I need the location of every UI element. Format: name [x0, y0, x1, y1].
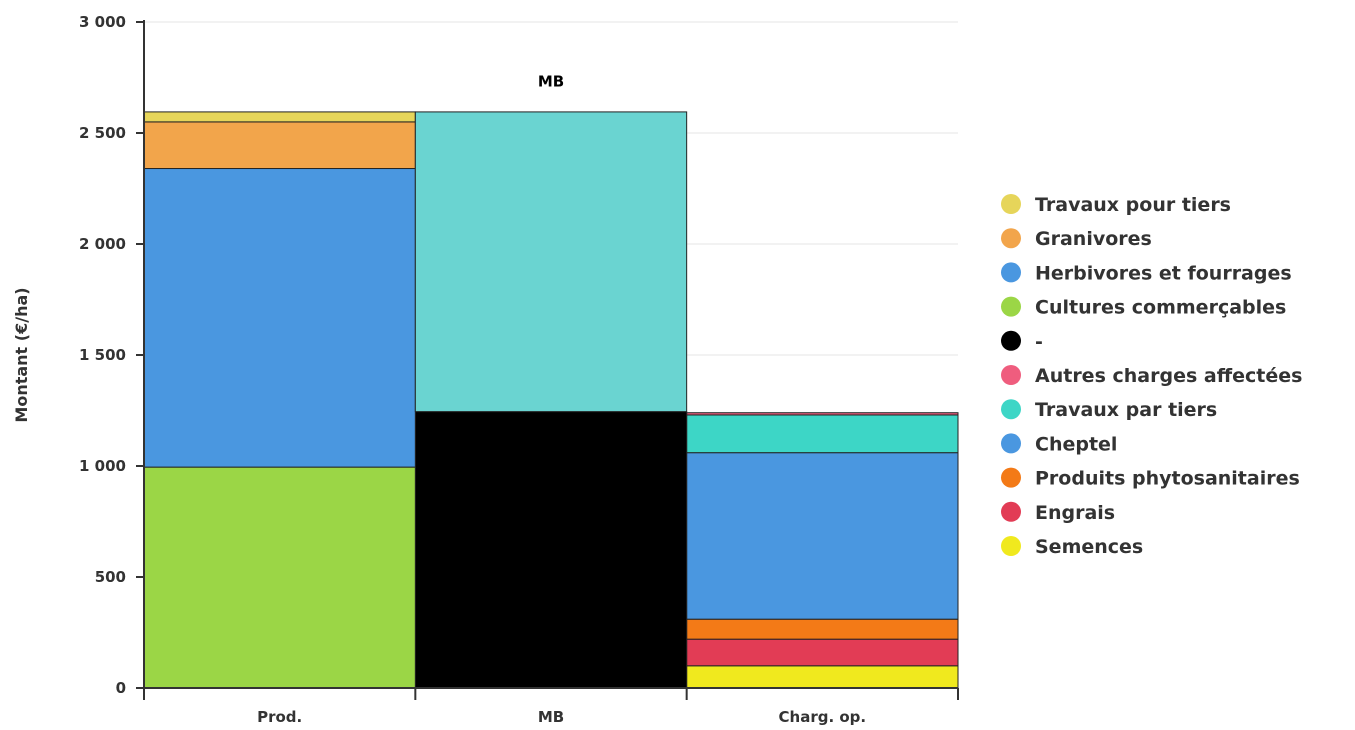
legend-label-cheptel: Cheptel — [1035, 433, 1117, 455]
bar-segment-charg-op-produits-phytosanitaires — [686, 618, 959, 640]
legend-swatch-herbivores-et-fourrages — [1001, 262, 1021, 283]
legend-label-cultures-commercables: Cultures commerçables — [1035, 297, 1286, 319]
legend-label-granivores: Granivores — [1035, 228, 1152, 250]
legend-label-semences: Semences — [1035, 536, 1143, 558]
legend-item-travaux-par-tiers[interactable]: Travaux par tiers — [1001, 399, 1217, 421]
legend-swatch-cheptel — [1001, 433, 1021, 454]
bar-segment-prod-granivores — [143, 121, 416, 170]
legend-label-travaux-par-tiers: Travaux par tiers — [1035, 399, 1217, 421]
y-tick-label-6: 3 000 — [79, 13, 126, 31]
bar-segment-prod-travaux-pour-tiers — [143, 111, 416, 123]
legend-item-engrais[interactable]: Engrais — [1001, 501, 1115, 524]
x-tick-label-prod: Prod. — [257, 708, 302, 726]
legend-label-herbivores-et-fourrages: Herbivores et fourrages — [1035, 262, 1292, 284]
legend-swatch-engrais — [1001, 501, 1021, 522]
legend-item-cultures-commercables[interactable]: Cultures commerçables — [1001, 296, 1286, 319]
axes — [136, 20, 959, 700]
legend-swatch-produits-phytosanitaires — [1001, 467, 1021, 488]
legend-swatch-granivores — [1001, 228, 1021, 249]
y-axis-title: Montant (€/ha) — [12, 287, 31, 422]
legend-item-dash[interactable]: - — [1001, 330, 1043, 353]
bars — [143, 111, 959, 689]
y-tick-label-4: 2 000 — [79, 235, 126, 253]
bar-segment-charg-op-engrais — [686, 638, 959, 667]
legend-label-autres-charges-affectees: Autres charges affectées — [1035, 365, 1302, 387]
bar-segment-mb-mb — [414, 111, 688, 413]
legend-item-cheptel[interactable]: Cheptel — [1001, 433, 1117, 455]
segment-label-mb: MB — [538, 72, 564, 90]
x-tick-labels: Prod. MB Charg. op. — [257, 708, 866, 726]
legend-label-engrais: Engrais — [1035, 502, 1115, 524]
legend-swatch-travaux-pour-tiers — [1001, 194, 1021, 214]
bar-segment-charg-op-semences — [686, 665, 959, 689]
legend-item-produits-phytosanitaires[interactable]: Produits phytosanitaires — [1001, 467, 1300, 490]
legend-swatch-travaux-par-tiers — [1001, 399, 1021, 420]
x-tick-label-charg-op: Charg. op. — [779, 708, 867, 726]
legend-swatch-dash — [1001, 330, 1021, 351]
legend-swatch-cultures-commercables — [1001, 296, 1021, 317]
x-tick-label-mb: MB — [538, 708, 564, 726]
bar-segment-prod-herbivores-et-fourrages — [143, 168, 416, 468]
y-tick-label-2: 1 000 — [79, 457, 126, 475]
legend-label-produits-phytosanitaires: Produits phytosanitaires — [1035, 468, 1300, 490]
bar-segment-mb-dash — [414, 411, 688, 689]
segment-labels: MB — [536, 71, 565, 92]
y-tick-labels: 0 500 1 000 1 500 2 000 2 500 3 000 — [79, 13, 126, 697]
bar-segment-charg-op-cheptel — [686, 452, 959, 620]
y-tick-label-1: 500 — [95, 568, 126, 586]
legend: Travaux pour tiers Granivores Herbivores e… — [1001, 194, 1302, 558]
legend-swatch-autres-charges-affectees — [1001, 365, 1021, 385]
y-tick-label-3: 1 500 — [79, 346, 126, 364]
legend-swatch-semences — [1001, 536, 1021, 556]
legend-label-travaux-pour-tiers: Travaux pour tiers — [1035, 194, 1231, 216]
legend-item-herbivores-et-fourrages[interactable]: Herbivores et fourrages — [1001, 262, 1292, 284]
legend-item-granivores[interactable]: Granivores — [1001, 228, 1152, 250]
bar-segment-prod-cultures-commercables — [143, 466, 416, 689]
y-tick-label-5: 2 500 — [79, 124, 126, 142]
legend-label-dash: - — [1035, 331, 1043, 353]
legend-item-travaux-pour-tiers[interactable]: Travaux pour tiers — [1001, 194, 1231, 216]
y-tick-label-0: 0 — [116, 679, 126, 697]
bar-segment-charg-op-travaux-par-tiers — [686, 414, 959, 454]
bar-segment-charg-op-autres-charges-affectees — [686, 412, 959, 416]
legend-item-autres-charges-affectees[interactable]: Autres charges affectées — [1001, 365, 1302, 387]
legend-item-semences[interactable]: Semences — [1001, 536, 1143, 558]
